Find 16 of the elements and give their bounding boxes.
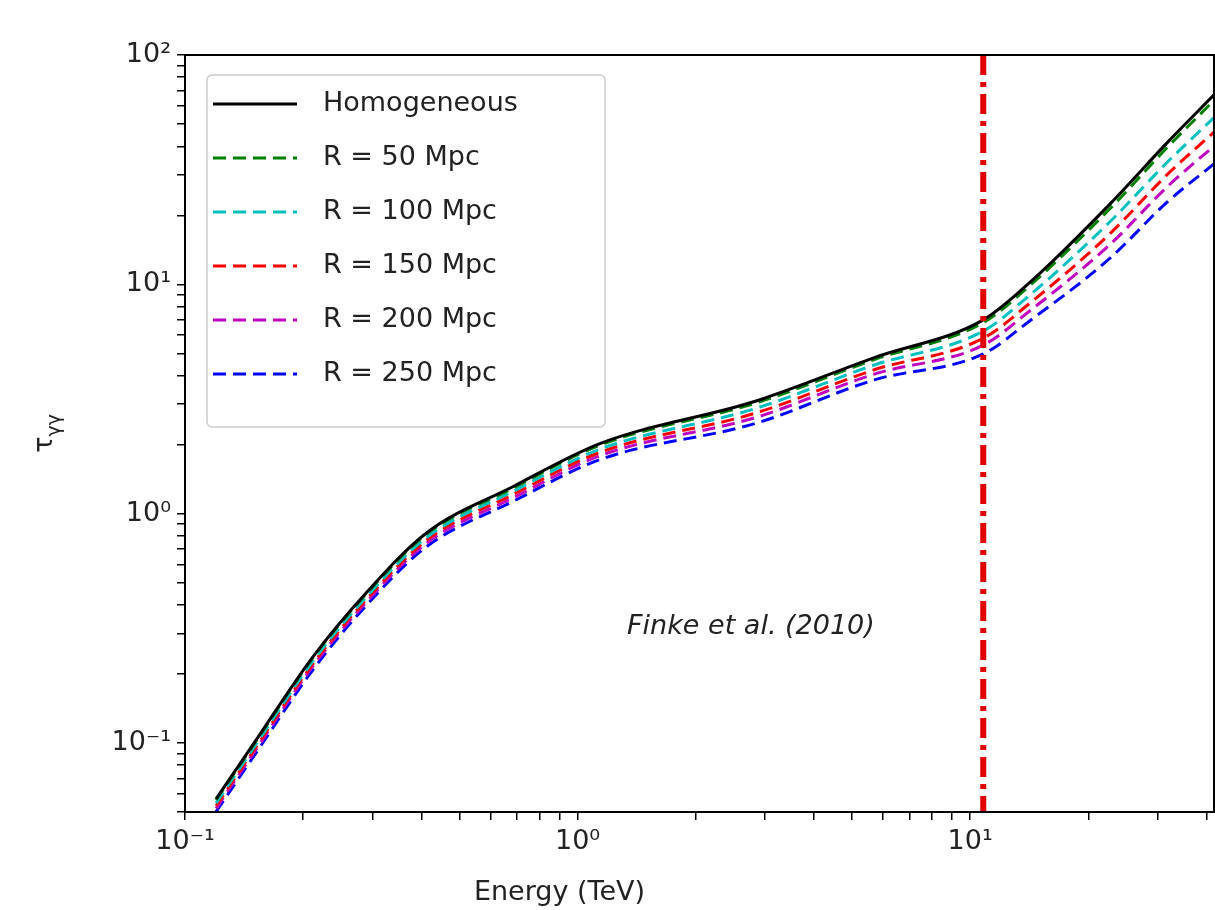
legend-label: R = 100 Mpc [323, 194, 497, 226]
x-axis-title: Energy (TeV) [473, 875, 646, 906]
legend-label: Homogeneous [323, 86, 518, 118]
x-tick-label: 10⁻¹ [155, 824, 215, 856]
annotation: Finke et al. (2010) [627, 608, 875, 640]
legend-label: R = 150 Mpc [323, 248, 497, 280]
legend-label: R = 200 Mpc [323, 302, 497, 334]
y-tick-label: 10⁻¹ [111, 724, 171, 756]
x-tick-label: 10⁰ [554, 824, 601, 856]
legend-label: R = 50 Mpc [323, 140, 480, 172]
y-tick-label: 10⁰ [125, 495, 171, 527]
legend-label: R = 250 Mpc [323, 356, 497, 388]
x-tick-label: 10¹ [947, 824, 993, 856]
y-tick-label: 10¹ [125, 266, 171, 298]
y-axis-title: τγγ [27, 414, 65, 453]
y-tick-label: 10² [125, 37, 171, 69]
